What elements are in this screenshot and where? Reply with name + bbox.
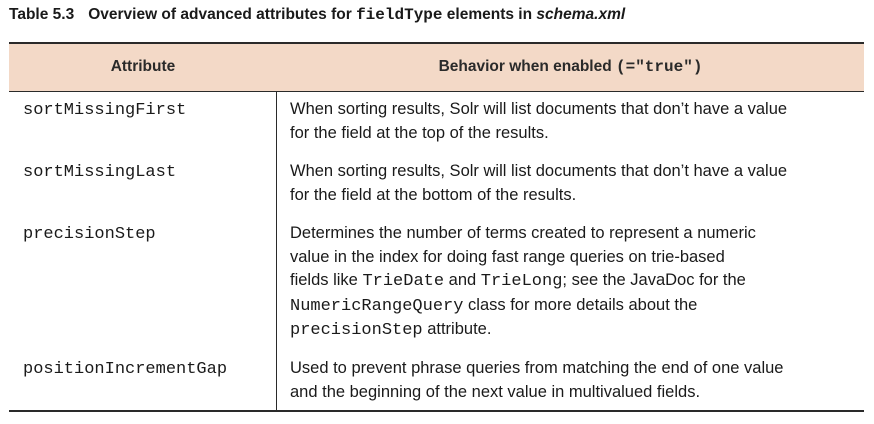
header-behavior-text: Behavior when enabled xyxy=(438,58,616,75)
description-line: Determines the number of terms created t… xyxy=(290,222,864,246)
caption-text-middle: elements in xyxy=(442,6,537,23)
behavior-column: When sorting results, Solr will list doc… xyxy=(277,92,864,410)
attribute-cell: precisionStep xyxy=(23,225,156,244)
description-line: value in the index for doing fast range … xyxy=(290,246,864,270)
table-number: Table 5.3 xyxy=(9,6,75,23)
description-line: fields like TrieDate and TrieLong; see t… xyxy=(290,269,864,294)
description-text: and xyxy=(444,271,481,289)
attribute-cell: sortMissingFirst xyxy=(23,101,187,120)
behavior-cell: Determines the number of terms created t… xyxy=(277,216,864,351)
attribute-column: sortMissingFirst sortMissingLast precisi… xyxy=(9,92,277,410)
description-text: class for more details about the xyxy=(463,295,698,314)
table-body: sortMissingFirst sortMissingLast precisi… xyxy=(9,92,864,410)
table-caption: Table 5.3 Overview of advanced attributes… xyxy=(9,6,625,24)
header-bottom-rule xyxy=(9,90,864,92)
table-header: Attribute Behavior when enabled (="true"… xyxy=(9,43,864,91)
header-behavior: Behavior when enabled (="true") xyxy=(277,58,864,76)
behavior-cell: When sorting results, Solr will list doc… xyxy=(277,92,864,154)
description-text: When sorting results, Solr will list doc… xyxy=(290,100,788,118)
behavior-cell: Used to prevent phrase queries from matc… xyxy=(277,351,864,410)
description-text: and the beginning of the next value in m… xyxy=(290,382,701,401)
description-text: fields like xyxy=(290,271,363,289)
caption-filename: schema.xml xyxy=(536,6,626,23)
behavior-cell: When sorting results, Solr will list doc… xyxy=(277,154,864,216)
attributes-table: Attribute Behavior when enabled (="true"… xyxy=(9,42,864,412)
attribute-cell: positionIncrementGap xyxy=(23,360,228,379)
code-text: NumericRangeQuery xyxy=(290,296,464,316)
table-top-rule xyxy=(9,42,864,44)
description-text: for the field at the bottom of the resul… xyxy=(290,185,577,204)
description-text: value in the index for doing fast range … xyxy=(290,247,725,266)
caption-code: fieldType xyxy=(356,6,443,24)
description-text: Determines the number of terms created t… xyxy=(290,224,756,242)
description-text: attribute. xyxy=(422,320,492,338)
header-behavior-code: (="true") xyxy=(616,58,703,76)
code-text: TrieDate xyxy=(362,272,445,291)
description-line: for the field at the bottom of the resul… xyxy=(290,184,864,208)
description-line: and the beginning of the next value in m… xyxy=(290,381,864,405)
code-text: precisionStep xyxy=(290,321,423,340)
description-text: for the field at the top of the results. xyxy=(290,123,549,142)
table-bottom-rule xyxy=(9,410,864,412)
description-text: When sorting results, Solr will list doc… xyxy=(290,162,788,180)
description-line: NumericRangeQuery class for more details… xyxy=(290,294,864,319)
description-line: Used to prevent phrase queries from matc… xyxy=(290,357,864,381)
description-line: for the field at the top of the results. xyxy=(290,122,864,146)
description-text: ; see the JavaDoc for the xyxy=(562,271,746,289)
header-attribute: Attribute xyxy=(110,58,176,75)
description-line: When sorting results, Solr will list doc… xyxy=(290,98,864,122)
attribute-cell: sortMissingLast xyxy=(23,163,177,182)
description-line: precisionStep attribute. xyxy=(290,318,864,343)
description-text: Used to prevent phrase queries from matc… xyxy=(290,359,784,377)
caption-text-before: Overview of advanced attributes for xyxy=(88,6,357,23)
code-text: TrieLong xyxy=(480,272,563,291)
description-line: When sorting results, Solr will list doc… xyxy=(290,160,864,184)
